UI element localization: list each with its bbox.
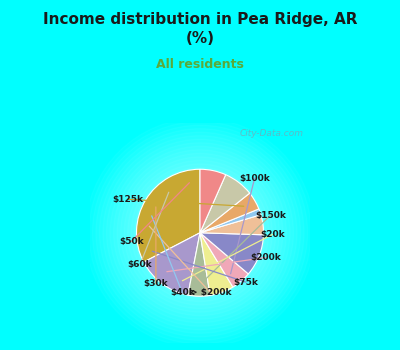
- Wedge shape: [136, 169, 200, 262]
- Wedge shape: [200, 169, 226, 233]
- Text: City-Data.com: City-Data.com: [240, 129, 304, 138]
- Wedge shape: [144, 233, 200, 295]
- Text: $100k: $100k: [239, 174, 270, 183]
- Wedge shape: [200, 215, 264, 235]
- Wedge shape: [200, 233, 264, 274]
- Wedge shape: [200, 175, 250, 233]
- Text: $60k: $60k: [128, 260, 152, 269]
- Wedge shape: [188, 233, 210, 296]
- Wedge shape: [200, 233, 233, 295]
- Text: $30k: $30k: [144, 279, 168, 288]
- Wedge shape: [200, 233, 248, 287]
- Text: $150k: $150k: [255, 211, 286, 219]
- Text: Income distribution in Pea Ridge, AR
(%): Income distribution in Pea Ridge, AR (%): [43, 12, 357, 46]
- Text: $50k: $50k: [119, 237, 144, 246]
- Text: All residents: All residents: [156, 58, 244, 71]
- Wedge shape: [200, 193, 259, 233]
- Text: $200k: $200k: [251, 253, 282, 262]
- Text: $75k: $75k: [234, 278, 258, 287]
- Text: > $200k: > $200k: [190, 288, 231, 297]
- Wedge shape: [200, 209, 261, 233]
- Text: $20k: $20k: [260, 230, 285, 239]
- Text: $40k: $40k: [170, 288, 195, 297]
- Text: $125k: $125k: [112, 195, 143, 204]
